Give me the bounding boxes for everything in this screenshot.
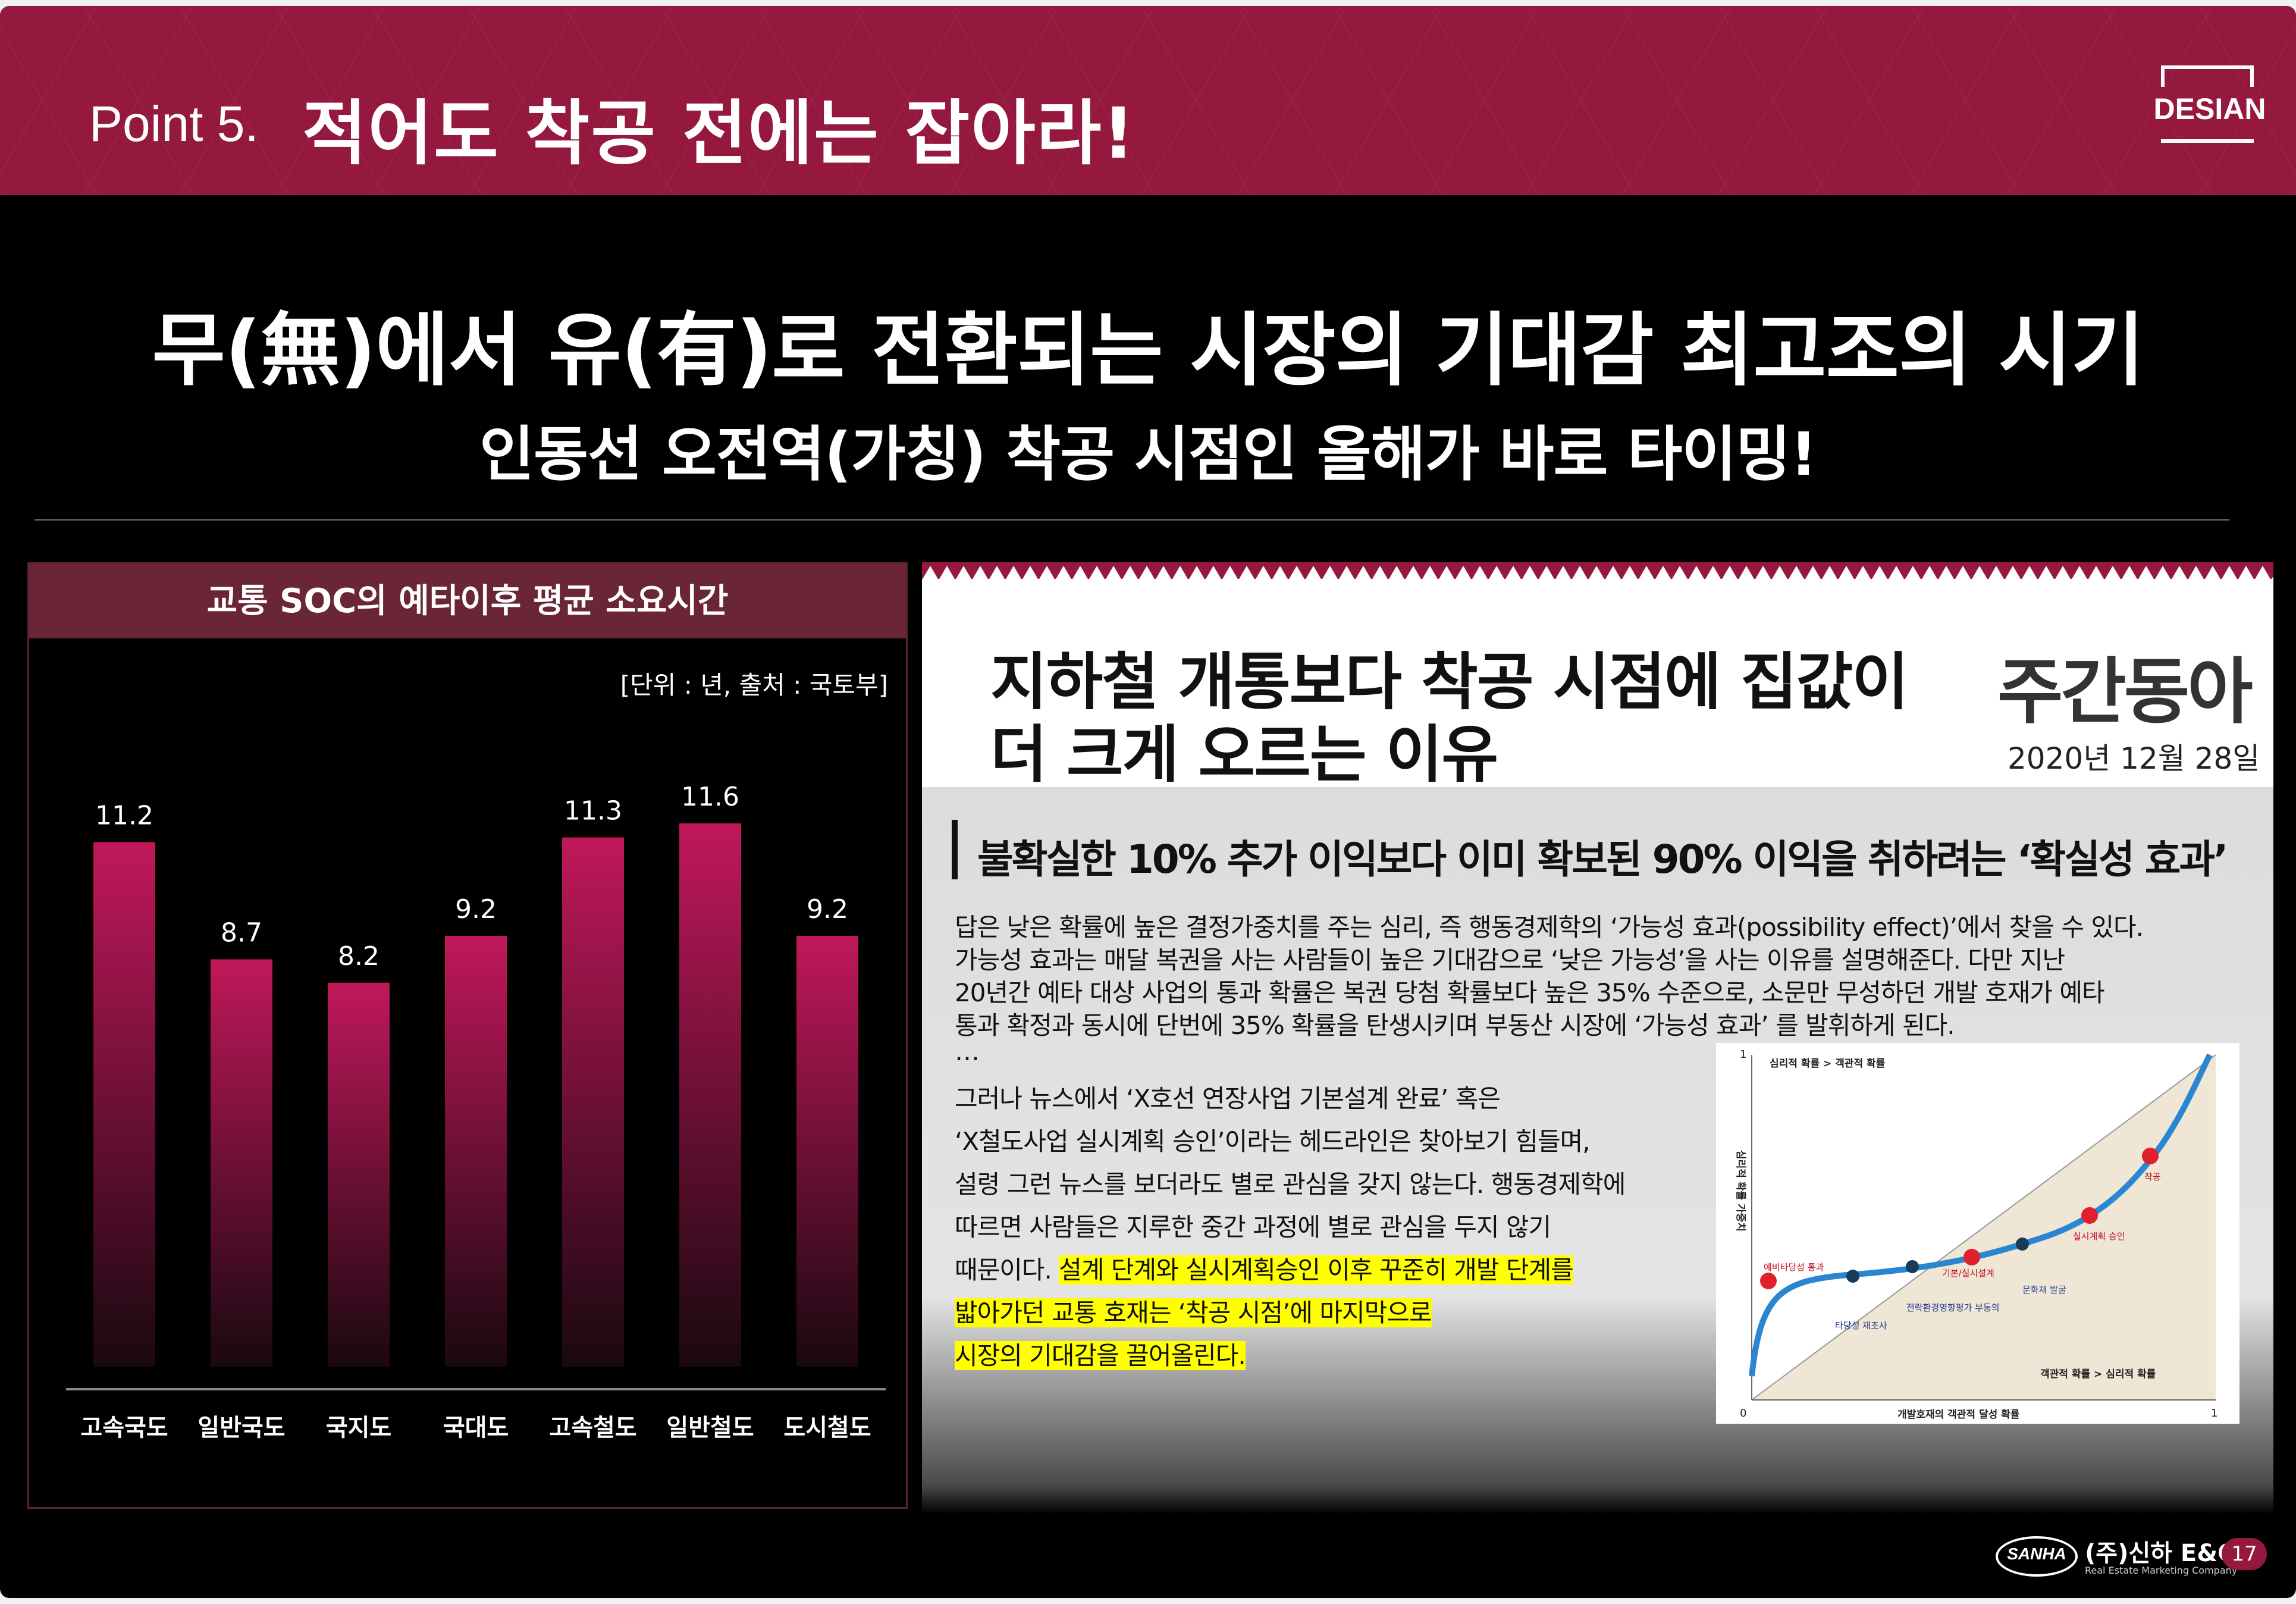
page-number: 17 (2222, 1538, 2267, 1570)
company-tagline: Real Estate Marketing Company (2085, 1565, 2238, 1576)
diagram-bottom-label: 객관적 확률 > 심리적 확률 (2040, 1368, 2156, 1380)
diagram-y-axis-label: 심리적 확률 가중치 (1734, 1150, 1746, 1232)
diagram-top-label: 심리적 확률 > 객관적 확률 (1770, 1058, 1886, 1070)
diagram-point-label: 실시계획 승인 (2073, 1231, 2125, 1242)
headline-sub: 인동선 오전역(가칭) 착공 시점인 올해가 바로 타이밍! (479, 419, 1817, 489)
header-bar: Point 5. 적어도 착공 전에는 잡아라! DESIAN (0, 6, 2296, 195)
x-tick-label: 일반철도 (666, 1414, 754, 1442)
x-tick-label: 고속국도 (80, 1414, 168, 1442)
diagram-point-label: 예비타당성 통과 (1764, 1262, 1824, 1273)
paragraph-line: 설령 그런 뉴스를 보더라도 별로 관심을 갖지 않는다. 행동경제학에 (955, 1170, 1626, 1199)
chart-title: 교통 SOC의 예타이후 평균 소요시간 (29, 564, 906, 638)
article-title-line2: 더 크게 오르는 이유 (990, 718, 1498, 791)
x-tick-label: 일반국도 (197, 1414, 285, 1442)
diagram-point-label: 타당성 재조사 (1835, 1320, 1887, 1331)
chart-panel: 교통 SOC의 예타이후 평균 소요시간 [단위 : 년, 출처 : 국토부] … (27, 562, 908, 1509)
data-label: 11.6 (681, 782, 739, 812)
paragraph-line: 밟아가던 교통 호재는 ‘착공 시점’에 마지막으로 (955, 1293, 1432, 1329)
bar-일반국도 (211, 959, 272, 1367)
bar-국대도 (445, 936, 507, 1367)
paragraph-line: ‘X철도사업 실시계획 승인’이라는 헤드라인은 찾아보기 힘들며, (955, 1127, 1591, 1156)
probability-weighting-diagram: 1 0 1 심리적 확률 > 객관적 확률 객관적 확률 > 심리적 확률 개발… (1716, 1043, 2239, 1424)
data-label: 11.2 (95, 800, 153, 831)
paragraph-line: 답은 낮은 확률에 높은 결정가중치를 주는 심리, 즉 행동경제학의 ‘가능성… (955, 913, 2144, 942)
data-label: 8.7 (221, 917, 262, 948)
paragraph-line: 가능성 효과는 매달 복권을 사는 사람들이 높은 기대감으로 ‘낮은 가능성’… (955, 945, 2065, 975)
paragraph-line: 시장의 기대감을 끌어올린다. (955, 1336, 1246, 1372)
diagram-point-label: 문화재 발굴 (2022, 1285, 2066, 1295)
diagram-point-label: 착공 (2144, 1171, 2161, 1182)
highlighted-text: 설계 단계와 실시계획승인 이후 꾸준히 개발 단계를 (1059, 1255, 1574, 1285)
highlighted-text: 시장의 기대감을 끌어올린다. (955, 1341, 1246, 1370)
paragraph-ellipsis: … (955, 1037, 980, 1066)
bar-고속국도 (93, 842, 155, 1367)
diagram-svg: 1 0 1 심리적 확률 > 객관적 확률 객관적 확률 > 심리적 확률 개발… (1734, 1048, 2217, 1421)
article-header: 지하철 개통보다 착공 시점에 집값이 더 크게 오르는 이유 주간동아 202… (922, 579, 2273, 791)
article-title-line1: 지하철 개통보다 착공 시점에 집값이 (990, 646, 1909, 718)
x-tick-label: 고속철도 (549, 1414, 636, 1442)
bar-일반철도 (679, 823, 741, 1367)
article-subhead: 불확실한 10% 추가 이익보다 이미 확보된 90% 이익을 취하려는 ‘확실… (977, 837, 2228, 882)
brand-text: DESIAN (2150, 92, 2269, 126)
data-label: 9.2 (807, 894, 848, 925)
x-tick-label: 국대도 (443, 1414, 509, 1442)
highlighted-text: 밟아가던 교통 호재는 ‘착공 시점’에 마지막으로 (955, 1298, 1432, 1327)
bar-chart: 11.2 8.7 8.2 9.2 11.3 11.6 9.2 고속국도 일반국도 국지도 국대도 고… (66, 782, 886, 1442)
company-name: (주)신하 E&C (2085, 1540, 2235, 1567)
subhead-marker (952, 820, 958, 879)
diagram-origin: 0 (1740, 1407, 1746, 1420)
slide: Point 5. 적어도 착공 전에는 잡아라! DESIAN 무(無)에서 유… (0, 6, 2296, 1598)
article-body: 불확실한 10% 추가 이익보다 이미 확보된 90% 이익을 취하려는 ‘확실… (922, 787, 2273, 1514)
diagram-x-max: 1 (2211, 1407, 2217, 1420)
diagram-point-label: 전략환경영향평가 부동의 (1906, 1302, 2000, 1313)
point-label: Point 5. (89, 96, 259, 152)
x-tick-label: 국지도 (326, 1414, 391, 1442)
bar-국지도 (328, 982, 390, 1367)
paragraph-line: 20년간 예타 대상 사업의 통과 확률은 복권 당첨 확률보다 높은 35% … (955, 978, 2105, 1007)
logo-text: SANHA (2007, 1545, 2066, 1563)
bar-도시철도 (796, 936, 858, 1367)
paragraph-line: 때문이다. 설계 단계와 실시계획승인 이후 꾸준히 개발 단계를 (955, 1250, 1574, 1286)
bar-고속철도 (562, 837, 624, 1367)
divider (34, 519, 2229, 521)
data-label: 8.2 (338, 941, 379, 972)
paragraph-line: 그러나 뉴스에서 ‘X호선 연장사업 기본설계 완료’ 혹은 (955, 1084, 1501, 1113)
headline-main: 무(無)에서 유(有)로 전환되는 시장의 기대감 최고조의 시기 (152, 304, 2145, 397)
zigzag-border (922, 562, 2273, 580)
article-clipping: 지하철 개통보다 착공 시점에 집값이 더 크게 오르는 이유 주간동아 202… (922, 562, 2273, 1514)
article-date: 2020년 12월 28일 (2008, 741, 2260, 776)
slide-title: 적어도 착공 전에는 잡아라! (302, 92, 1136, 174)
paragraph-text: 때문이다. (955, 1255, 1059, 1285)
paragraph-line: 따르면 사람들은 지루한 중간 과정에 별로 관심을 두지 않기 (955, 1213, 1551, 1242)
publisher-name: 주간동아 (1997, 651, 2253, 734)
paragraph-line: 통과 확정과 동시에 단번에 35% 확률을 탄생시키며 부동산 시장에 ‘가능… (955, 1011, 1955, 1040)
chart-unit-note: [단위 : 년, 출처 : 국토부] (620, 671, 888, 700)
data-label: 9.2 (455, 894, 497, 925)
diagram-x-axis-label: 개발호재의 객관적 달성 확률 (1897, 1408, 2020, 1421)
brand-logo: DESIAN (2150, 65, 2269, 143)
zigzag-edge (922, 566, 2273, 580)
company-logo: SANHA (1996, 1536, 2078, 1577)
diagram-point-label: 기본/실시설계 (1942, 1268, 1994, 1279)
data-label: 11.3 (564, 796, 622, 826)
diagram-y-max: 1 (1740, 1048, 1746, 1061)
x-tick-label: 도시철도 (783, 1414, 871, 1442)
